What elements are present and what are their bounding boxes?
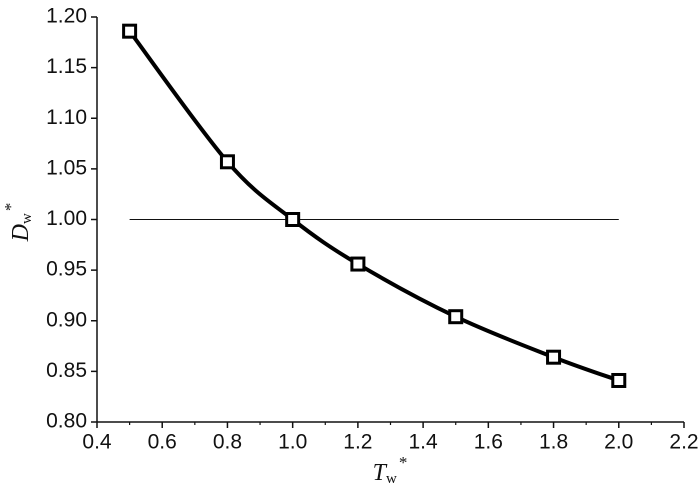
y-tick-label: 1.05	[46, 156, 87, 179]
y-tick-label: 1.15	[46, 55, 87, 78]
x-tick-label: 1.8	[539, 431, 568, 454]
x-tick-label: 1.6	[474, 431, 503, 454]
y-tick-label: 0.90	[46, 308, 87, 331]
x-tick-label: 0.8	[213, 431, 242, 454]
x-tick-label: 1.0	[278, 431, 307, 454]
x-tick-label: 2.0	[604, 431, 633, 454]
x-axis-label: Tw*	[373, 453, 408, 488]
x-label-sup: *	[399, 453, 408, 472]
point-marker	[546, 349, 562, 365]
point-marker	[122, 23, 138, 39]
y-label-sub: w	[19, 213, 35, 224]
x-tick-label: 1.4	[409, 431, 439, 454]
point-marker	[350, 256, 366, 272]
y-axis-label: Dw*	[1, 203, 36, 243]
point-marker	[285, 212, 301, 227]
point-marker	[219, 154, 235, 170]
y-tick-label: 0.85	[46, 359, 87, 382]
y-tick-label: 0.95	[46, 258, 87, 281]
y-tick-label: 1.00	[46, 207, 87, 230]
y-tick-label: 1.10	[46, 106, 87, 129]
point-marker	[448, 309, 464, 325]
y-label-sup: *	[1, 203, 20, 212]
x-tick-label: 1.2	[343, 431, 372, 454]
y-tick-label: 0.80	[46, 410, 87, 433]
point-marker	[611, 372, 627, 388]
series-line	[128, 29, 620, 383]
x-label-sub: w	[386, 471, 397, 487]
y-tick-label: 1.20	[46, 5, 87, 28]
x-tick-label: 2.2	[669, 431, 698, 454]
x-tick-label: 0.6	[148, 431, 177, 454]
x-label-main: T	[373, 460, 388, 486]
y-label-main: D	[8, 224, 34, 242]
x-tick-label: 0.4	[82, 431, 112, 454]
